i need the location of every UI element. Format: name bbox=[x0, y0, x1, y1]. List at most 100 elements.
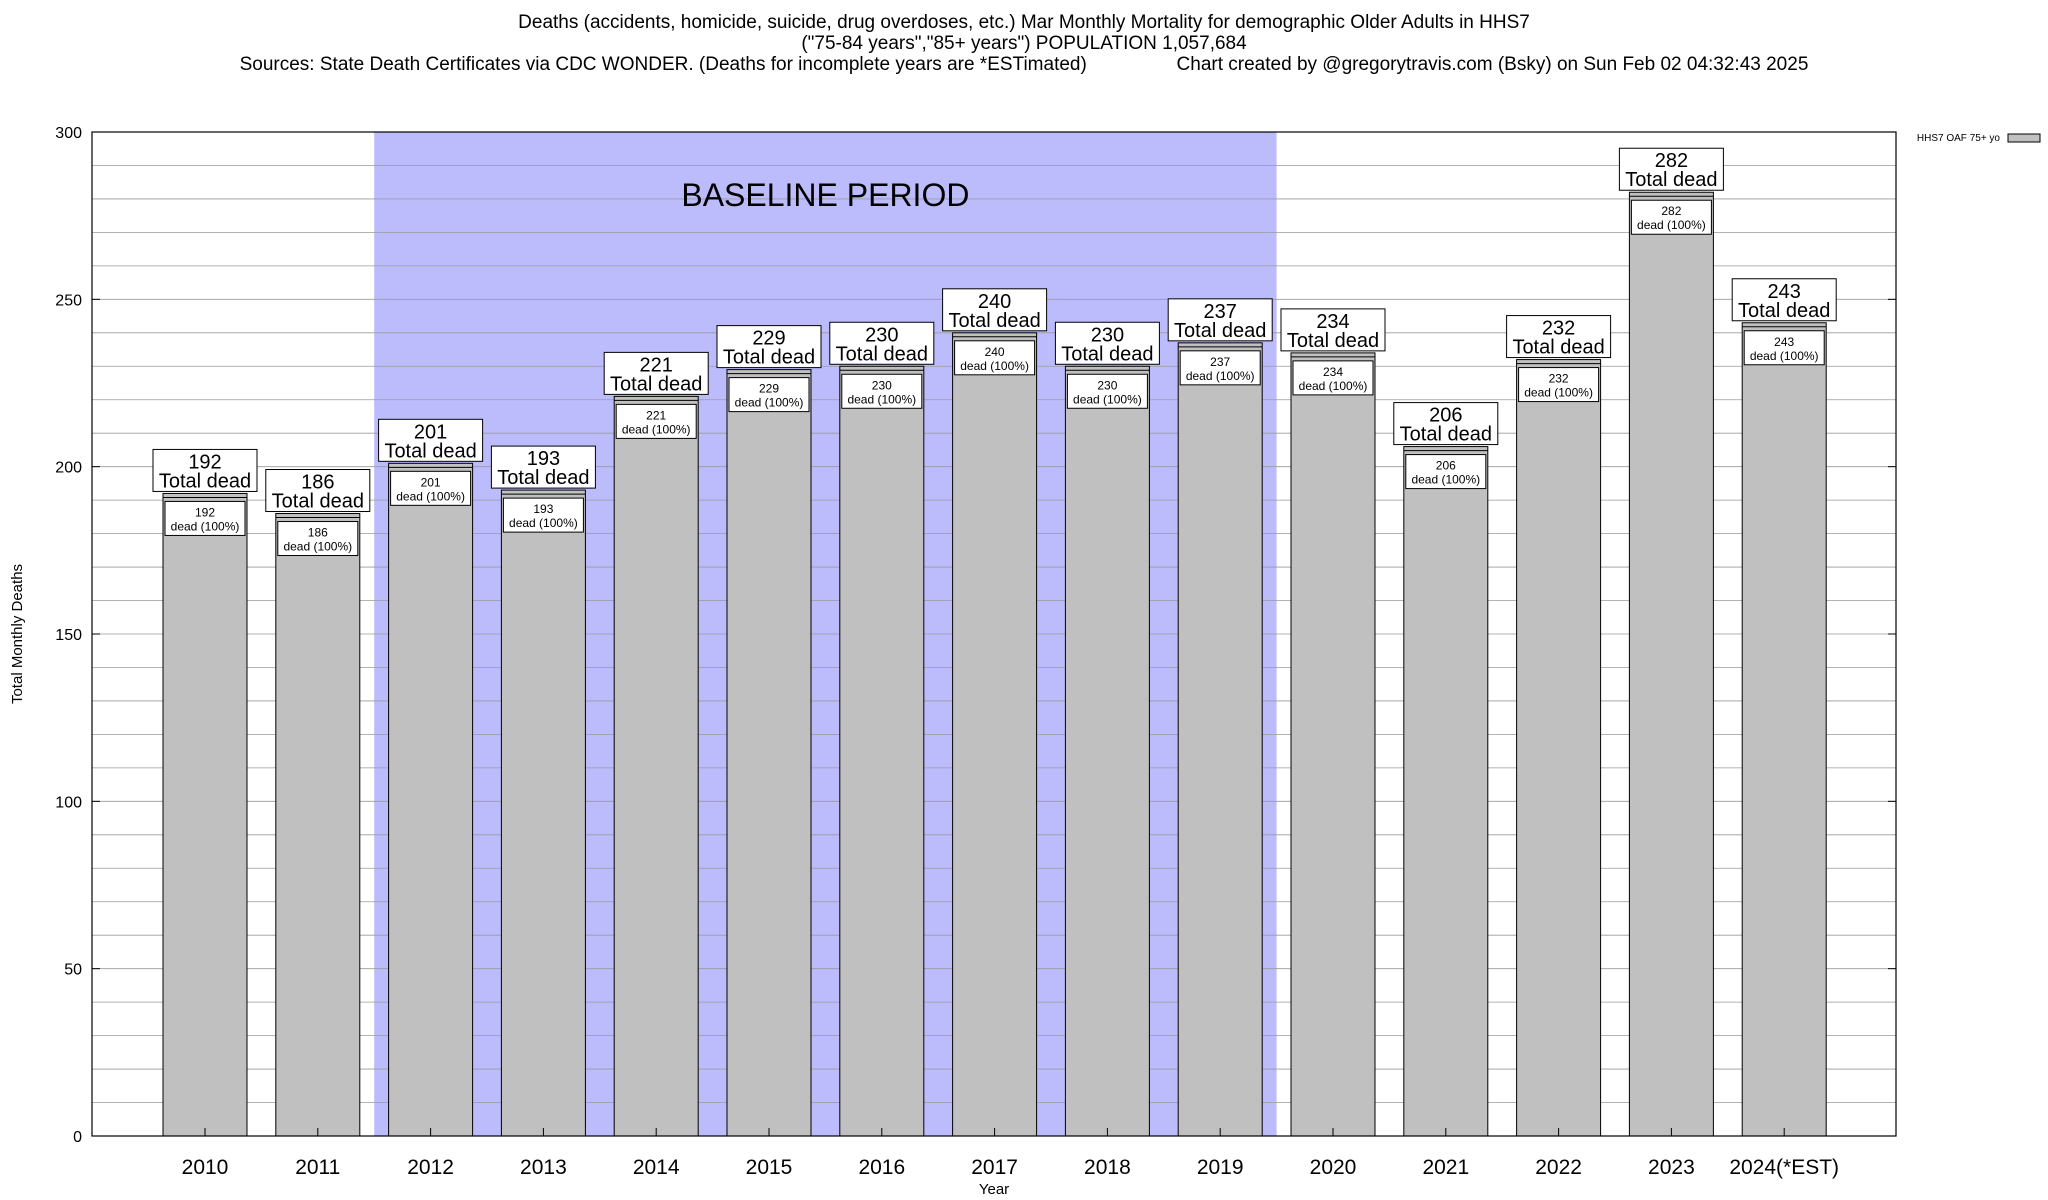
bar-inner-value: 230 bbox=[872, 378, 892, 392]
bar-inner-label-box bbox=[164, 500, 246, 536]
x-tick-label: 2016 bbox=[858, 1156, 905, 1179]
x-tick-label: 2021 bbox=[1422, 1156, 1469, 1179]
chart-title: Deaths (accidents, homicide, suicide, dr… bbox=[0, 12, 2048, 75]
bar-total-value: 221 bbox=[640, 354, 673, 376]
bar-total-value: 243 bbox=[1768, 281, 1801, 303]
y-tick-label: 150 bbox=[55, 627, 82, 644]
bar-inner-label: dead (100%) bbox=[1637, 218, 1706, 232]
bar-total-label-box bbox=[1618, 147, 1724, 191]
bar-inner-label-box bbox=[841, 373, 923, 409]
bar bbox=[1628, 191, 1714, 1137]
bar bbox=[839, 365, 925, 1137]
x-tick-label: 2013 bbox=[520, 1156, 567, 1179]
bar-total-value: 230 bbox=[1091, 324, 1124, 346]
bar-total-label-box bbox=[265, 469, 371, 513]
bar-inner-value: 201 bbox=[421, 475, 441, 489]
bar-inner-label-box bbox=[1743, 330, 1825, 366]
bar bbox=[1741, 322, 1827, 1137]
x-tick-label: 2020 bbox=[1310, 1156, 1357, 1179]
bar-total-value: 229 bbox=[752, 328, 785, 350]
bar-total-label: Total dead bbox=[1287, 330, 1379, 352]
bar bbox=[1177, 342, 1263, 1137]
bar bbox=[1290, 352, 1376, 1137]
bar-inner-value: 232 bbox=[1549, 372, 1569, 386]
bar-inner-label-box bbox=[728, 377, 810, 413]
bar-inner-label-box bbox=[502, 497, 584, 533]
bar-total-label: Total dead bbox=[1174, 320, 1266, 342]
bar-total-label-box bbox=[378, 418, 484, 462]
bar-inner-label-box bbox=[954, 340, 1036, 376]
bar bbox=[1064, 365, 1150, 1137]
bar-inner-label: dead (100%) bbox=[509, 516, 578, 530]
bar bbox=[726, 369, 812, 1137]
bar-total-label: Total dead bbox=[272, 491, 364, 513]
bar-inner-value: 282 bbox=[1661, 204, 1681, 218]
bar-total-label-box bbox=[1393, 402, 1499, 446]
bar bbox=[388, 462, 474, 1137]
chart-title-line-3: Sources: State Death Certificates via CD… bbox=[239, 54, 1809, 75]
y-tick-label: 50 bbox=[64, 962, 82, 979]
bar bbox=[162, 492, 248, 1137]
y-tick-label: 0 bbox=[73, 1129, 82, 1146]
bar-total-label-box bbox=[829, 321, 935, 365]
y-tick-label: 200 bbox=[55, 460, 82, 477]
bar-inner-value: 229 bbox=[759, 382, 779, 396]
bar-inner-value: 230 bbox=[1097, 378, 1117, 392]
bar-inner-value: 193 bbox=[533, 502, 553, 516]
bar-inner-value: 186 bbox=[308, 526, 328, 540]
bar-total-label: Total dead bbox=[1400, 424, 1492, 446]
bar-inner-value: 206 bbox=[1436, 459, 1456, 473]
bar-inner-value: 240 bbox=[985, 345, 1005, 359]
bar-total-label: Total dead bbox=[384, 440, 476, 462]
y-tick-label: 300 bbox=[55, 125, 82, 142]
x-tick-label: 2010 bbox=[182, 1156, 229, 1179]
bar-inner-label: dead (100%) bbox=[622, 422, 691, 436]
bar-total-label: Total dead bbox=[610, 373, 702, 395]
bar-inner-label-box bbox=[615, 403, 697, 439]
bar-inner-label: dead (100%) bbox=[847, 392, 916, 406]
bar-inner-value: 192 bbox=[195, 505, 215, 519]
bar bbox=[500, 489, 586, 1137]
bar-total-label-box bbox=[1280, 308, 1386, 352]
bar-total-label-box bbox=[1054, 321, 1160, 365]
bar-total-label: Total dead bbox=[723, 347, 815, 369]
y-axis-label: Total Monthly Deaths bbox=[9, 564, 26, 704]
bar-total-label-box bbox=[942, 288, 1048, 332]
bar-total-value: 193 bbox=[527, 448, 560, 470]
y-tick-label: 250 bbox=[55, 292, 82, 309]
chart-title-line-1: Deaths (accidents, homicide, suicide, dr… bbox=[518, 12, 1530, 33]
y-tick-label: 100 bbox=[55, 794, 82, 811]
legend-label: HHS7 OAF 75+ yo bbox=[1917, 133, 2001, 144]
bar-inner-label: dead (100%) bbox=[1073, 392, 1142, 406]
bar-total-value: 237 bbox=[1204, 301, 1237, 323]
bar-total-label-box bbox=[1506, 315, 1612, 359]
bar-total-label: Total dead bbox=[836, 343, 928, 365]
bar-inner-label-box bbox=[1630, 199, 1712, 235]
bar-inner-label-box bbox=[1518, 367, 1600, 403]
bar-inner-label-box bbox=[390, 470, 472, 506]
bar-inner-label: dead (100%) bbox=[960, 359, 1029, 373]
bar-inner-value: 221 bbox=[646, 408, 666, 422]
bar-inner-label: dead (100%) bbox=[1750, 349, 1819, 363]
bar-total-label: Total dead bbox=[1738, 300, 1830, 322]
bar-inner-label: dead (100%) bbox=[171, 519, 240, 533]
bar-inner-label-box bbox=[1179, 350, 1261, 386]
chart-title-line-2: ("75-84 years","85+ years") POPULATION 1… bbox=[801, 33, 1247, 54]
bar-total-label: Total dead bbox=[1512, 337, 1604, 359]
legend-swatch bbox=[2007, 133, 2041, 143]
bar-inner-label-box bbox=[277, 521, 359, 557]
x-tick-label: 2023 bbox=[1648, 1156, 1695, 1179]
x-tick-label: 2014 bbox=[633, 1156, 680, 1179]
bar-inner-value: 237 bbox=[1210, 355, 1230, 369]
bar-total-label: Total dead bbox=[1625, 169, 1717, 191]
bar-total-value: 282 bbox=[1655, 150, 1688, 172]
x-tick-label: 2018 bbox=[1084, 1156, 1131, 1179]
x-axis-label: Year bbox=[979, 1181, 1009, 1198]
bar-total-label-box bbox=[152, 448, 258, 492]
bar-inner-label: dead (100%) bbox=[396, 489, 465, 503]
bar bbox=[1516, 359, 1602, 1137]
x-tick-label: 2019 bbox=[1197, 1156, 1244, 1179]
bar-total-label-box bbox=[603, 351, 709, 395]
baseline-period-label: BASELINE PERIOD bbox=[681, 177, 969, 213]
